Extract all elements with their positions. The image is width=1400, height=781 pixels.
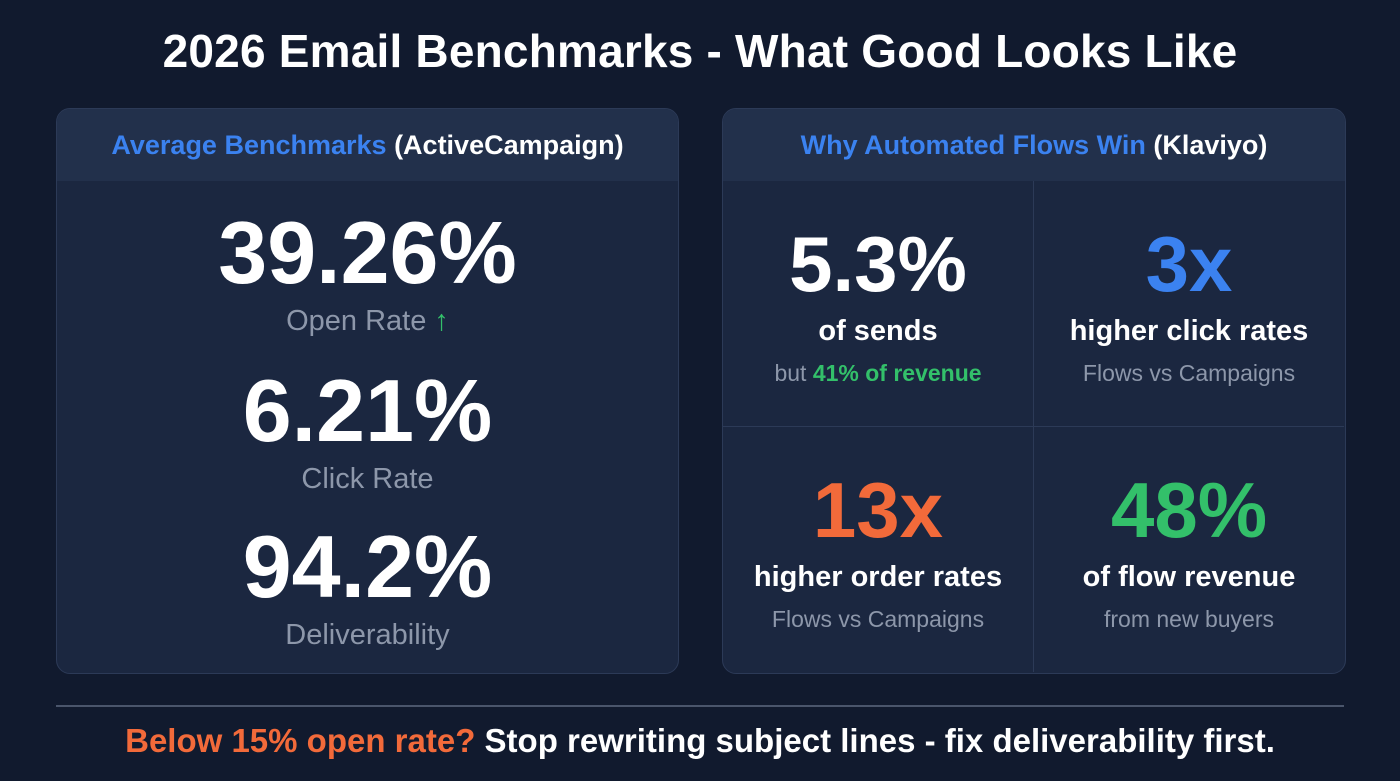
stat-label: of sends: [818, 315, 938, 347]
stat-label: higher click rates: [1069, 315, 1309, 347]
divider: [56, 705, 1344, 707]
stat-value: 94.2%: [242, 517, 493, 616]
order-rate-multiplier-cell: 13x higher order rates Flows vs Campaign…: [723, 427, 1034, 672]
average-benchmarks-panel: Average Benchmarks (ActiveCampaign) 39.2…: [56, 108, 679, 674]
stat-note: Flows vs Campaigns: [771, 606, 985, 632]
stat-note-highlight: 41% of revenue: [812, 360, 982, 386]
footer-callout: Below 15% open rate? Stop rewriting subj…: [0, 722, 1400, 760]
stat-label: Open Rate: [286, 305, 427, 337]
panel-header: Average Benchmarks (ActiveCampaign): [57, 109, 678, 181]
panel-header-source: (ActiveCampaign): [394, 129, 624, 160]
sends-share-cell: 5.3% of sends but 41% of revenue: [723, 181, 1034, 427]
stat-note: Flows vs Campaigns: [1082, 360, 1296, 386]
stat-value: 48%: [1110, 466, 1268, 554]
stat-value: 13x: [812, 466, 944, 554]
stat-value: 39.26%: [218, 203, 517, 302]
footer-highlight: Below 15% open rate?: [125, 722, 476, 759]
stat-label: higher order rates: [753, 561, 1003, 593]
stat-note-prefix: but: [774, 360, 807, 386]
stat-label: Click Rate: [301, 463, 434, 495]
click-rate-stat: 6.21% Click Rate: [57, 367, 678, 496]
panel-header-source: (Klaviyo): [1153, 129, 1268, 160]
open-rate-stat: 39.26% Open Rate ↑: [57, 209, 678, 338]
new-buyer-revenue-cell: 48% of flow revenue from new buyers: [1034, 427, 1344, 672]
stat-value: 6.21%: [242, 361, 493, 460]
footer-text: Stop rewriting subject lines - fix deliv…: [484, 722, 1275, 759]
arrow-up-icon: ↑: [434, 305, 449, 337]
stat-note: from new buyers: [1103, 606, 1274, 632]
deliverability-stat: 94.2% Deliverability: [57, 523, 678, 652]
page-title: 2026 Email Benchmarks - What Good Looks …: [162, 25, 1238, 77]
stat-label: Deliverability: [285, 619, 450, 651]
stat-label: of flow revenue: [1082, 561, 1296, 593]
panel-header-title: Average Benchmarks: [111, 129, 387, 160]
stat-value: 3x: [1145, 220, 1233, 308]
automated-flows-panel: Why Automated Flows Win (Klaviyo) 5.3% o…: [722, 108, 1346, 674]
panel-header: Why Automated Flows Win (Klaviyo): [723, 109, 1345, 181]
click-rate-multiplier-cell: 3x higher click rates Flows vs Campaigns: [1034, 181, 1344, 427]
stat-value: 5.3%: [789, 220, 967, 308]
panel-header-title: Why Automated Flows Win: [800, 129, 1146, 160]
flows-stat-grid: 5.3% of sends but 41% of revenue 3x high…: [723, 181, 1345, 673]
